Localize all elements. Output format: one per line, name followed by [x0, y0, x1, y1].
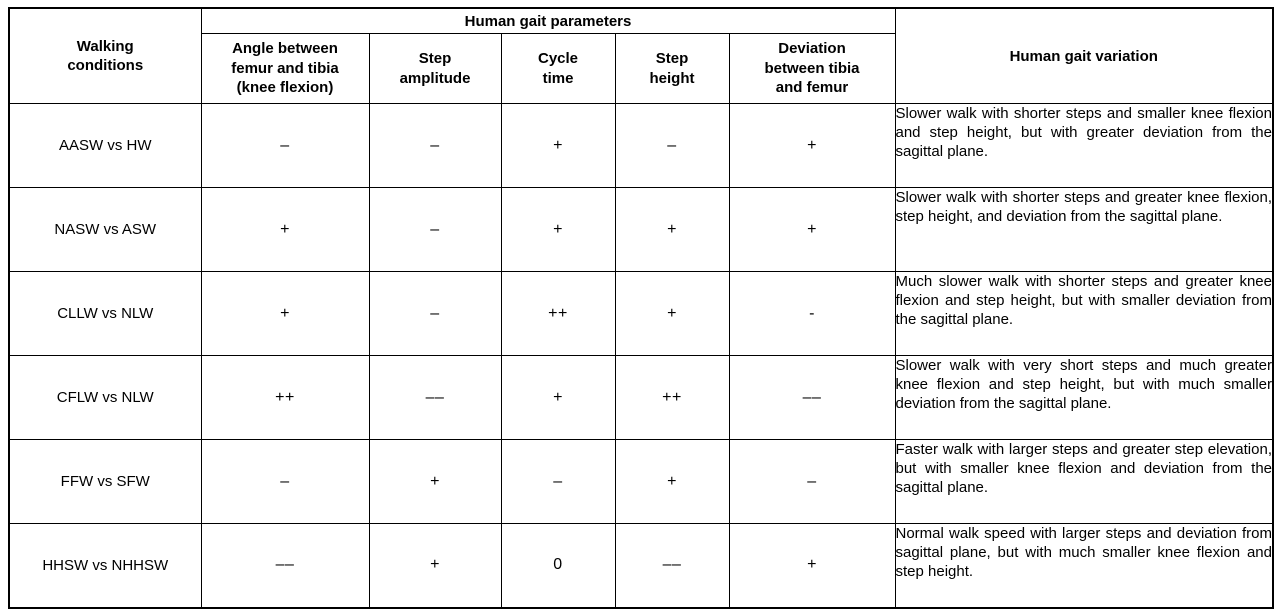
- variation-cell: Slower walk with shorter steps and great…: [894, 187, 1274, 272]
- header-parameters-row: Angle between femur and tibia (knee flex…: [9, 33, 1273, 104]
- parameter-value-cell: ––: [200, 523, 370, 608]
- variation-cell: Normal walk speed with larger steps and …: [894, 523, 1274, 608]
- parameter-value-cell: 0: [500, 523, 616, 608]
- parameter-value-cell: +: [614, 439, 730, 524]
- parameter-value-cell: –: [200, 103, 370, 188]
- walking-conditions-header: Walking conditions: [8, 7, 202, 104]
- condition-cell: CLLW vs NLW: [8, 271, 202, 356]
- table-row: AASW vs HW – – + – + Slower walk with shorter …: [8, 103, 1274, 188]
- parameter-value-cell: ++: [200, 355, 370, 440]
- condition-cell: HHSW vs NHHSW: [8, 523, 202, 608]
- variation-cell: Slower walk with shorter steps and small…: [894, 103, 1274, 188]
- step-amplitude-column-header: Step amplitude: [368, 33, 502, 104]
- parameter-value-cell: ––: [728, 355, 896, 440]
- gait-parameters-table: Walking conditions Human gait parameters…: [8, 7, 1274, 609]
- knee-flexion-column-header: Angle between femur and tibia (knee flex…: [200, 33, 370, 104]
- variation-cell: Much slower walk with shorter steps and …: [894, 271, 1274, 356]
- parameter-value-cell: –: [368, 187, 502, 272]
- parameter-value-cell: ––: [614, 523, 730, 608]
- parameter-value-cell: +: [614, 187, 730, 272]
- variation-cell: Faster walk with larger steps and greate…: [894, 439, 1274, 524]
- parameter-value-cell: +: [200, 271, 370, 356]
- parameter-value-cell: +: [728, 523, 896, 608]
- parameter-value-cell: –: [368, 271, 502, 356]
- parameter-value-cell: +: [500, 103, 616, 188]
- table-row: HHSW vs NHHSW –– +0 –– + Normal walk speed wi…: [8, 523, 1274, 608]
- parameter-value-cell: +: [728, 187, 896, 272]
- table-row: CFLW vs NLW ++ –– + ++ –– Slower walk with ver…: [8, 355, 1274, 440]
- parameter-value-cell: +: [368, 439, 502, 524]
- parameter-value-cell: ––: [368, 355, 502, 440]
- table-row: NASW vs ASW + – + + + Slower walk with shorter…: [8, 187, 1274, 272]
- parameter-value-cell: –: [368, 103, 502, 188]
- table-body: AASW vs HW – – + – + Slower walk with shorter …: [8, 103, 1274, 608]
- condition-cell: AASW vs HW: [8, 103, 202, 188]
- parameter-value-cell: +: [368, 523, 502, 608]
- parameter-value-cell: +: [500, 355, 616, 440]
- gait-variation-header: Human gait variation: [894, 7, 1274, 104]
- header-group-row: Walking conditions Human gait parameters…: [8, 7, 1274, 104]
- parameter-value-cell: +: [500, 187, 616, 272]
- parameter-value-cell: –: [614, 103, 730, 188]
- variation-cell: Slower walk with very short steps and mu…: [894, 355, 1274, 440]
- table-row: CLLW vs NLW + – ++ + - Much slower walk with s…: [8, 271, 1274, 356]
- parameter-value-cell: -: [728, 271, 896, 356]
- step-height-column-header: Step height: [614, 33, 730, 104]
- cycle-time-column-header: Cycle time: [500, 33, 616, 104]
- deviation-column-header: Deviation between tibia and femur: [728, 33, 896, 104]
- parameter-value-cell: –: [500, 439, 616, 524]
- parameter-value-cell: ++: [614, 355, 730, 440]
- condition-cell: CFLW vs NLW: [8, 355, 202, 440]
- table-row: FFW vs SFW – + – + – Faster walk with larger s…: [8, 439, 1274, 524]
- condition-cell: NASW vs ASW: [8, 187, 202, 272]
- parameter-value-cell: +: [728, 103, 896, 188]
- parameter-value-cell: –: [200, 439, 370, 524]
- parameter-value-cell: +: [614, 271, 730, 356]
- condition-cell: FFW vs SFW: [8, 439, 202, 524]
- parameter-value-cell: ++: [500, 271, 616, 356]
- table-header: Walking conditions Human gait parameters…: [8, 7, 1274, 104]
- gait-parameters-group-header: Human gait parameters: [200, 7, 896, 34]
- parameter-value-cell: +: [200, 187, 370, 272]
- parameter-value-cell: –: [728, 439, 896, 524]
